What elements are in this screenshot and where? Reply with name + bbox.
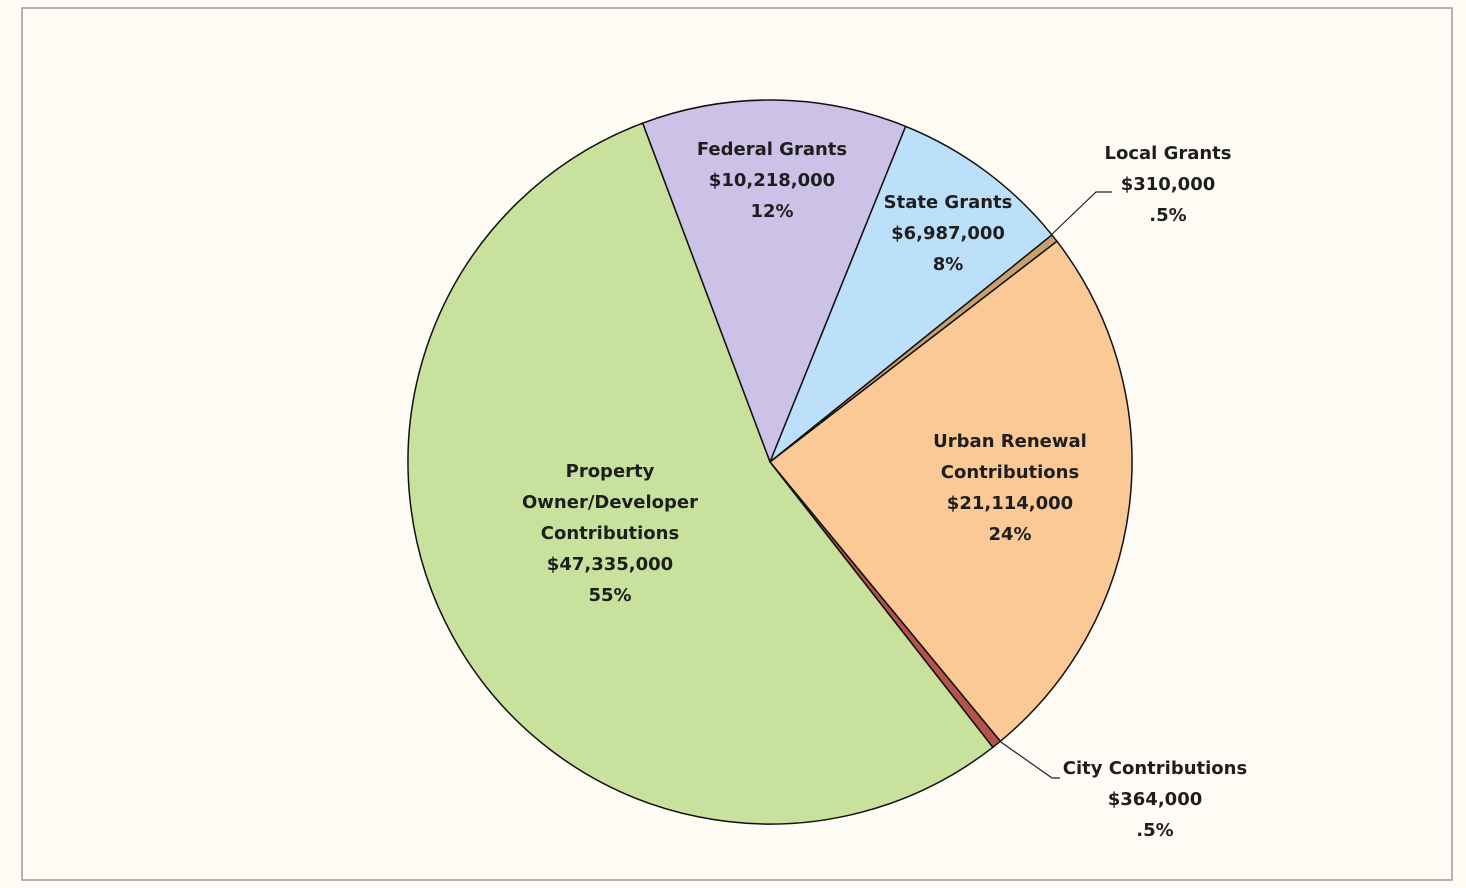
- slice-label: State Grants $6,987,000 8%: [868, 187, 1028, 280]
- value-label: $21,114,000: [946, 493, 1074, 514]
- slice-label: City Contributions $364,000 .5%: [1040, 753, 1270, 846]
- category-label: Property Owner/Developer Contributions: [521, 461, 698, 544]
- category-label: City Contributions: [1062, 758, 1248, 779]
- value-label: $310,000: [1120, 174, 1216, 195]
- percent-label: 8%: [932, 254, 964, 275]
- slice-label: Federal Grants $10,218,000 12%: [682, 134, 862, 227]
- pie-slice: [641, 99, 907, 465]
- percent-label: .5%: [1149, 205, 1187, 226]
- percent-label: 55%: [588, 585, 632, 606]
- value-label: $6,987,000: [891, 223, 1005, 244]
- pie-slice: [407, 122, 994, 825]
- value-label: $47,335,000: [546, 554, 674, 575]
- leader-line: [997, 739, 1060, 779]
- percent-label: 24%: [988, 524, 1032, 545]
- category-label: Federal Grants: [696, 139, 848, 160]
- category-label: Urban Renewal Contributions: [933, 431, 1087, 483]
- slice-label: Urban Renewal Contributions $21,114,000 24…: [923, 426, 1098, 550]
- frame: [21, 7, 1453, 881]
- pie-slice: [768, 240, 1133, 743]
- value-label: $10,218,000: [708, 170, 836, 191]
- slice-label: Property Owner/Developer Contributions $4…: [513, 456, 708, 611]
- category-label: Local Grants: [1104, 143, 1232, 164]
- value-label: $364,000: [1107, 789, 1203, 810]
- pie-slice: [768, 125, 1053, 465]
- category-label: State Grants: [883, 192, 1013, 213]
- leader-line: [1047, 191, 1112, 239]
- percent-label: .5%: [1136, 820, 1174, 841]
- slice-label: Local Grants $310,000 .5%: [1088, 138, 1248, 231]
- percent-label: 12%: [750, 201, 794, 222]
